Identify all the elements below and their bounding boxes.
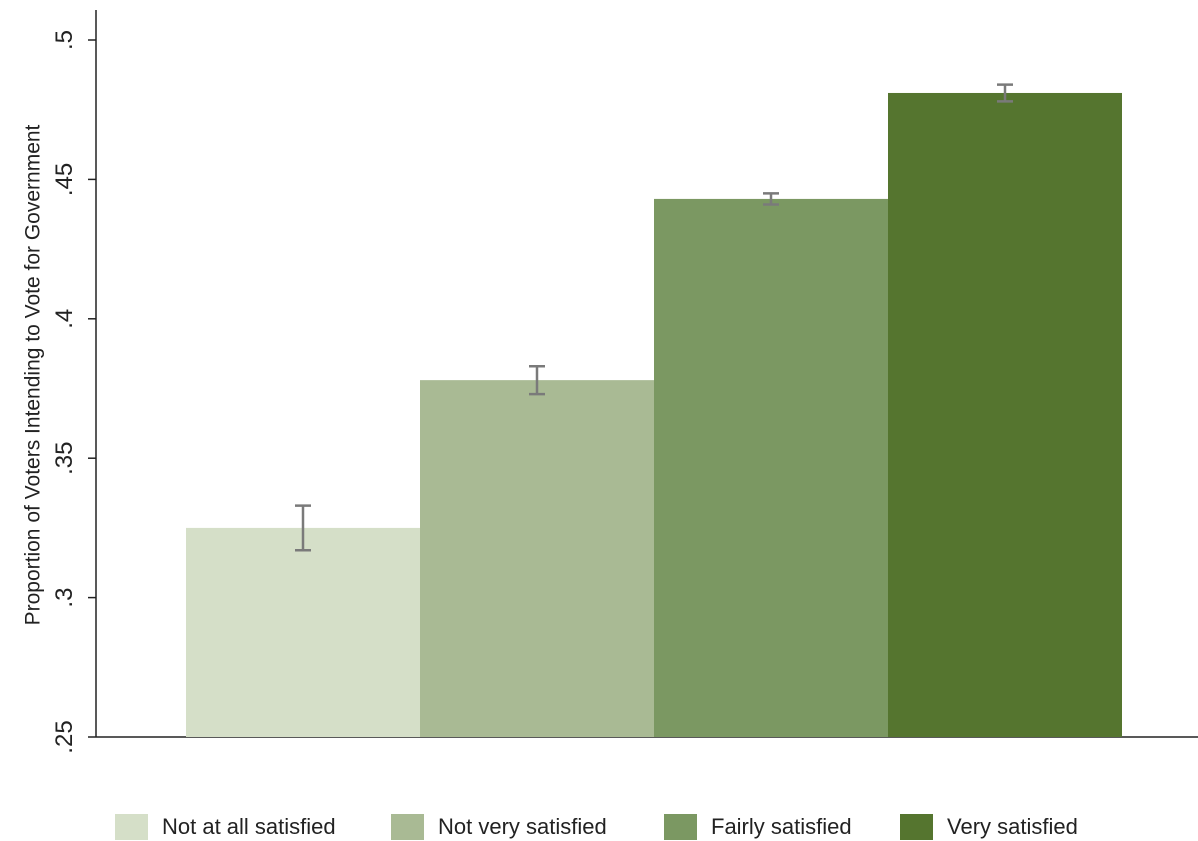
legend-label: Not very satisfied: [438, 814, 607, 839]
error-bar: [763, 192, 779, 206]
legend-label: Fairly satisfied: [711, 814, 852, 839]
bar: [654, 198, 888, 737]
error-bar: [295, 504, 311, 552]
y-tick-label: .4: [51, 309, 78, 329]
y-tick-label: .5: [51, 30, 78, 50]
legend-label: Very satisfied: [947, 814, 1078, 839]
bar: [420, 380, 654, 737]
legend-swatch: [115, 814, 148, 840]
y-tick-label: .35: [51, 442, 78, 475]
legend-label: Not at all satisfied: [162, 814, 336, 839]
legend-swatch: [664, 814, 697, 840]
error-bar: [529, 364, 545, 396]
legend-swatch: [900, 814, 933, 840]
y-axis-label: Proportion of Voters Intending to Vote f…: [22, 124, 45, 625]
bar: [888, 92, 1122, 738]
y-tick-label: .3: [51, 588, 78, 608]
legend-swatch: [391, 814, 424, 840]
bar: [186, 527, 420, 737]
error-bar: [997, 83, 1013, 103]
y-tick-label: .25: [51, 720, 78, 753]
y-tick-label: .45: [51, 163, 78, 196]
